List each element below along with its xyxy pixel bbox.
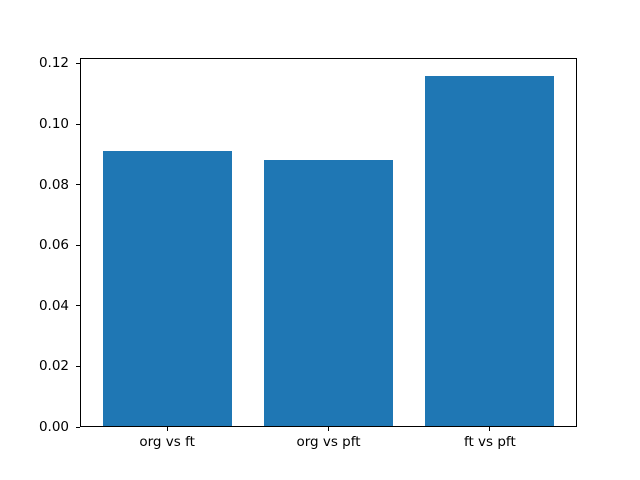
xtick-mark [328, 427, 329, 431]
xtick-label: org vs pft [296, 434, 361, 450]
ytick-mark [76, 123, 80, 125]
bar-ft-vs-pft [425, 75, 555, 427]
ytick-label: 0.06 [38, 237, 69, 254]
ytick-mark [76, 305, 80, 307]
bar-org-vs-ft [102, 151, 232, 427]
ytick-mark [76, 244, 80, 246]
ytick-label: 0.02 [38, 358, 69, 375]
ytick-mark [76, 62, 80, 64]
ytick-label: 0.08 [38, 176, 69, 193]
ytick-label: 0.10 [38, 116, 69, 133]
ytick-mark [76, 184, 80, 186]
xtick-label: ft vs pft [463, 434, 516, 450]
xtick-mark [489, 427, 491, 431]
xtick-mark [166, 427, 168, 431]
bar-org-vs-pft [263, 160, 394, 427]
ytick-label: 0.00 [38, 419, 69, 435]
xtick-label: org vs ft [139, 434, 195, 450]
ytick-mark [76, 426, 80, 428]
ytick-label: 0.04 [38, 297, 69, 314]
ytick-mark [76, 365, 80, 367]
ytick-label: 0.12 [38, 55, 69, 72]
